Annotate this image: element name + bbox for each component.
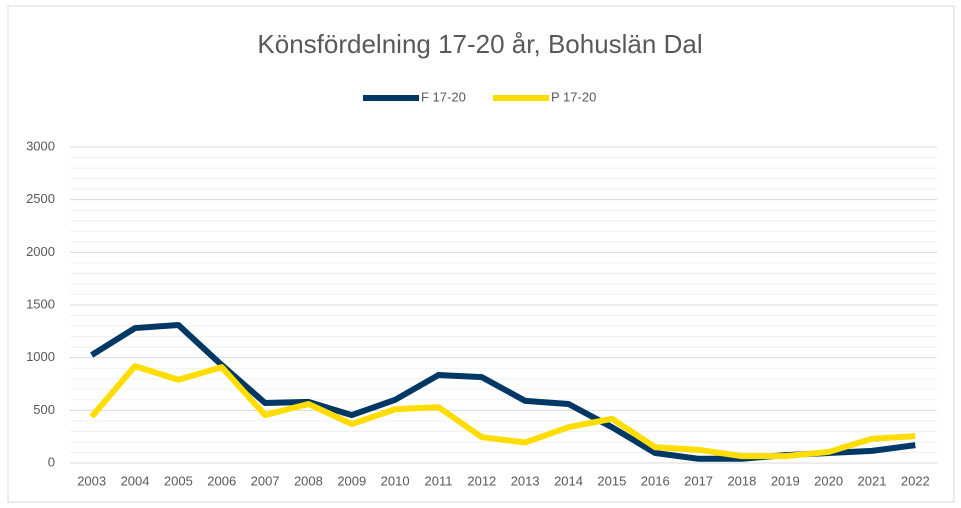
x-tick-label: 2014 xyxy=(554,473,583,488)
x-tick-label: 2007 xyxy=(251,473,280,488)
x-tick-label: 2004 xyxy=(121,473,150,488)
legend-label: F 17-20 xyxy=(421,89,466,104)
y-tick-label: 500 xyxy=(33,402,55,417)
legend-label: P 17-20 xyxy=(551,89,596,104)
x-tick-label: 2013 xyxy=(511,473,540,488)
x-tick-label: 2009 xyxy=(337,473,366,488)
x-tick-label: 2022 xyxy=(901,473,930,488)
x-tick-label: 2010 xyxy=(381,473,410,488)
x-tick-label: 2003 xyxy=(77,473,106,488)
x-tick-label: 2015 xyxy=(597,473,626,488)
x-tick-label: 2005 xyxy=(164,473,193,488)
x-tick-label: 2019 xyxy=(771,473,800,488)
y-tick-label: 3000 xyxy=(26,138,55,153)
y-tick-label: 2500 xyxy=(26,191,55,206)
x-tick-label: 2011 xyxy=(424,473,452,488)
x-tick-label: 2017 xyxy=(684,473,713,488)
y-tick-label: 2000 xyxy=(26,244,55,259)
x-tick-label: 2020 xyxy=(814,473,843,488)
line-series xyxy=(89,363,916,460)
x-tick-label: 2016 xyxy=(641,473,670,488)
x-tick-label: 2012 xyxy=(467,473,496,488)
chart-border xyxy=(7,5,955,503)
chart-title: Könsfördelning 17-20 år, Bohuslän Dal xyxy=(257,29,702,59)
x-tick-label: 2018 xyxy=(727,473,756,488)
y-tick-label: 1000 xyxy=(26,349,55,364)
x-tick-label: 2008 xyxy=(294,473,323,488)
x-tick-label: 2021 xyxy=(858,473,887,488)
y-tick-label: 0 xyxy=(48,454,55,469)
x-tick-label: 2006 xyxy=(207,473,236,488)
y-tick-label: 1500 xyxy=(26,296,55,311)
